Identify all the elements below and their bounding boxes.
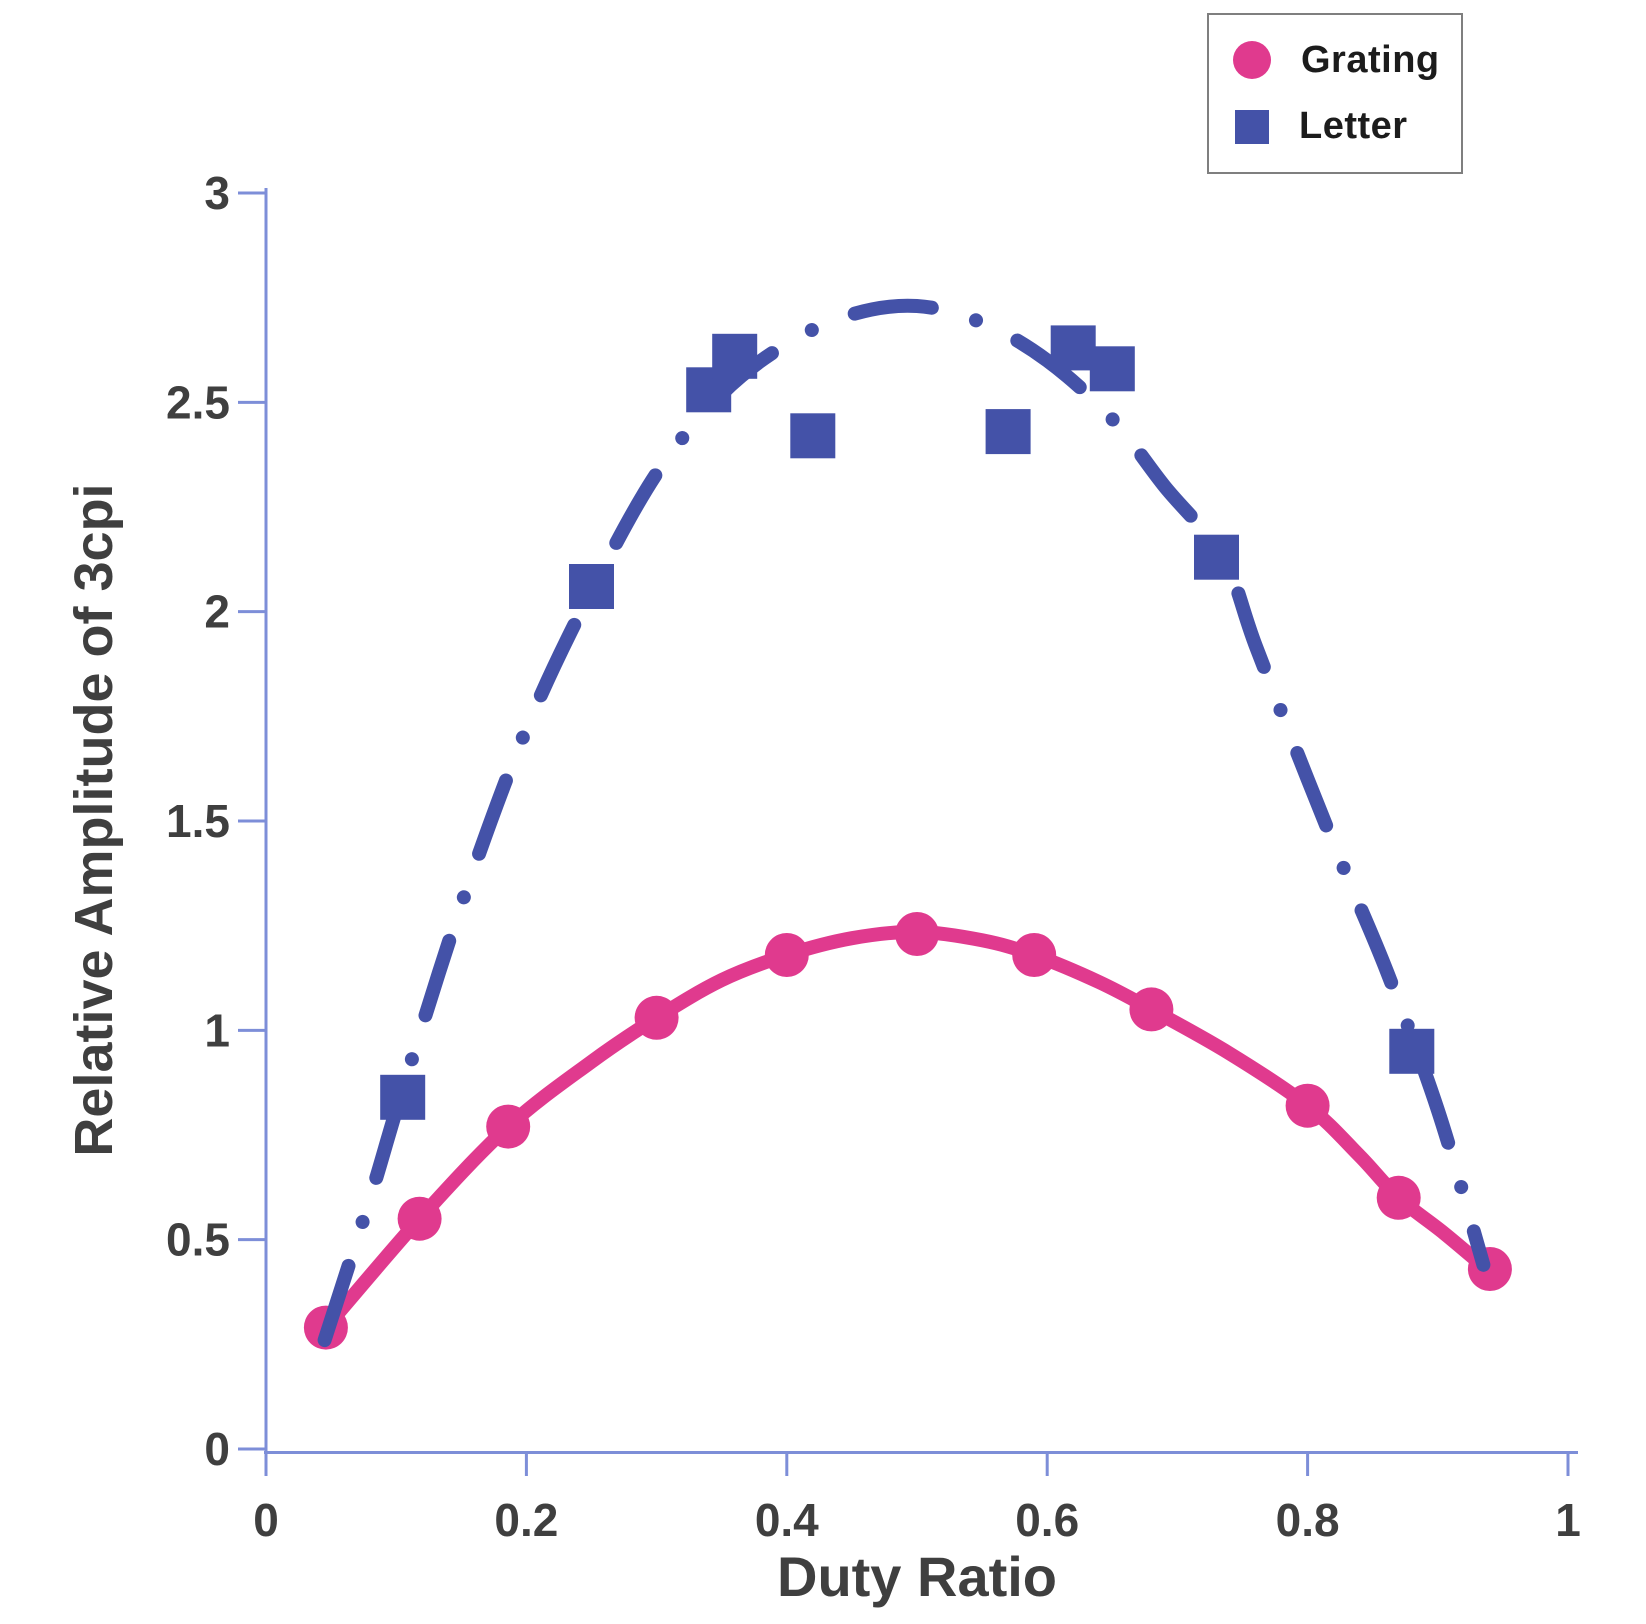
grating-marker bbox=[397, 1196, 442, 1241]
letter-marker bbox=[380, 1074, 426, 1120]
grating-marker bbox=[634, 995, 679, 1040]
letter-marker bbox=[569, 564, 614, 609]
grating-marker bbox=[486, 1104, 531, 1149]
y-tick-label: 0.5 bbox=[166, 1214, 230, 1266]
grating-marker bbox=[764, 933, 809, 977]
grating-marker bbox=[1129, 987, 1174, 1032]
legend-item-letter: Letter bbox=[1233, 105, 1461, 148]
grating-marker bbox=[1012, 933, 1057, 977]
grating-marker bbox=[1285, 1083, 1330, 1128]
x-tick-label: 0.2 bbox=[494, 1494, 558, 1546]
letter-marker bbox=[1194, 534, 1239, 580]
letter-marker bbox=[985, 409, 1031, 455]
legend-label-grating: Grating bbox=[1301, 38, 1440, 81]
grating-marker bbox=[895, 912, 939, 956]
y-tick-label: 2.5 bbox=[166, 376, 230, 428]
y-tick-label: 3 bbox=[204, 167, 230, 219]
x-tick-label: 0.4 bbox=[755, 1494, 819, 1546]
grating-marker bbox=[1376, 1175, 1421, 1220]
letter-marker bbox=[1389, 1028, 1435, 1074]
legend-item-grating: Grating bbox=[1233, 39, 1461, 82]
letter-square-swatch-icon bbox=[1235, 109, 1269, 144]
letter-trend-line bbox=[317, 298, 1491, 1348]
y-tick-label: 1 bbox=[204, 1004, 230, 1056]
y-tick-label: 0 bbox=[204, 1423, 230, 1475]
letter-marker bbox=[1050, 325, 1096, 371]
x-tick-label: 0.8 bbox=[1276, 1494, 1340, 1546]
y-axis-title: Relative Amplitude of 3cpi bbox=[64, 483, 124, 1156]
legend-label-letter: Letter bbox=[1299, 105, 1408, 148]
grating-circle-swatch-icon bbox=[1233, 41, 1271, 80]
x-tick-label: 0 bbox=[253, 1494, 279, 1546]
letter-marker bbox=[790, 413, 836, 459]
y-tick-label: 2 bbox=[204, 586, 230, 638]
x-axis-title: Duty Ratio bbox=[777, 1545, 1057, 1608]
letter-marker bbox=[712, 333, 758, 379]
letter-marker bbox=[1089, 346, 1135, 392]
x-tick-label: 0.6 bbox=[1015, 1494, 1079, 1546]
legend: Grating Letter bbox=[1207, 13, 1463, 174]
x-tick-label: 1 bbox=[1555, 1494, 1581, 1546]
y-tick-label: 1.5 bbox=[166, 795, 230, 847]
